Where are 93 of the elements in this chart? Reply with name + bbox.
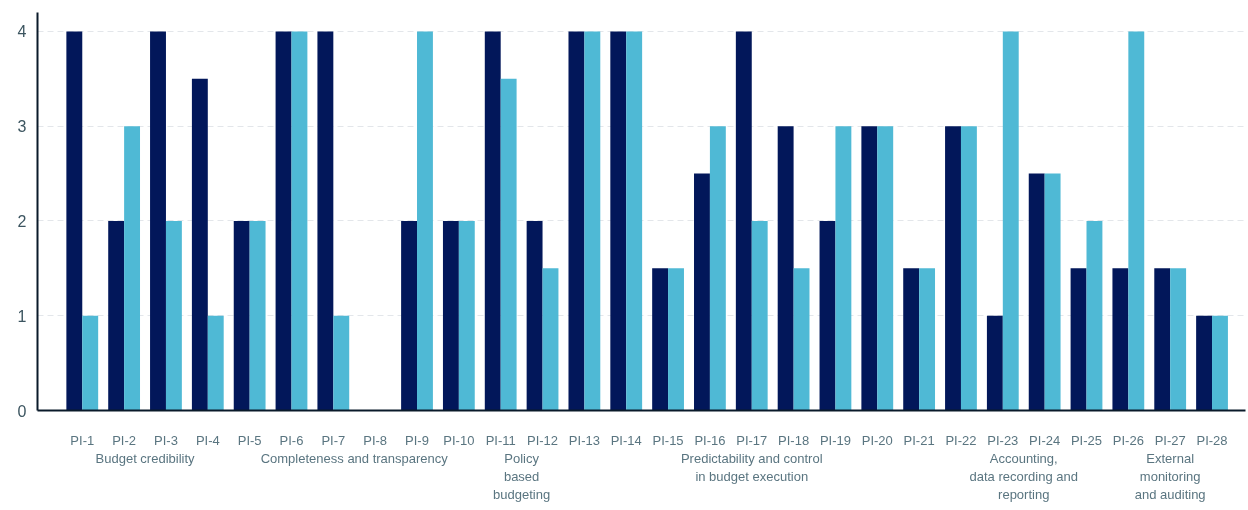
x-tick-label: PI-12 — [527, 432, 559, 448]
bar — [124, 126, 141, 411]
bar — [1070, 268, 1087, 411]
bar — [317, 31, 334, 411]
bar — [442, 220, 459, 411]
bar — [291, 31, 308, 411]
bar — [1086, 220, 1103, 411]
bar — [1112, 268, 1129, 411]
bar — [610, 31, 627, 411]
y-tick-label: 4 — [17, 23, 27, 41]
bar — [877, 126, 894, 411]
x-tick-label: PI-18 — [778, 432, 810, 448]
bar — [777, 126, 794, 411]
bar — [401, 220, 418, 411]
bar — [249, 220, 266, 411]
bar — [82, 315, 99, 411]
y-tick-label: 2 — [17, 212, 27, 230]
bar — [945, 126, 961, 411]
x-tick-label: PI-16 — [694, 432, 726, 448]
text: Accounting, data recording and reporting — [969, 450, 1078, 502]
x-tick-label: PI-5 — [237, 432, 262, 448]
x-tick-label: PI-25 — [1070, 432, 1103, 448]
y-tick-label: 1 — [17, 307, 27, 325]
bar — [1128, 31, 1145, 411]
bar — [333, 315, 350, 411]
bar — [66, 31, 83, 411]
bar — [458, 220, 475, 411]
x-tick-label: PI-10 — [443, 432, 475, 448]
bar — [417, 31, 433, 411]
x-tick-label: PI-21 — [903, 432, 935, 448]
bar — [1212, 315, 1228, 411]
bar — [1028, 173, 1045, 411]
bar — [108, 220, 125, 411]
bar — [1170, 268, 1187, 411]
x-tick-label: PI-11 — [485, 432, 516, 448]
bar — [668, 268, 684, 411]
bar — [709, 126, 726, 411]
bar — [626, 31, 643, 411]
bar — [542, 268, 559, 411]
bar — [207, 315, 224, 411]
x-tick-label: PI-9 — [405, 432, 429, 448]
text: Budget credibility — [95, 450, 196, 466]
x-tick-label: PI-17 — [736, 432, 768, 448]
bar — [960, 126, 977, 411]
bar — [861, 126, 878, 411]
bar — [652, 268, 669, 411]
x-tick-label: PI-28 — [1196, 432, 1228, 448]
bar — [275, 31, 292, 411]
bar — [584, 31, 601, 411]
text: Policy based budgeting — [493, 450, 551, 502]
bar — [233, 220, 250, 411]
bar — [484, 31, 501, 411]
bar — [903, 268, 920, 411]
bar — [819, 220, 836, 411]
x-tick-label: PI-19 — [819, 432, 851, 448]
text: Predictability and control in budget execution — [680, 450, 823, 484]
y-tick-label: 3 — [17, 118, 27, 136]
x-tick-label: PI-23 — [987, 432, 1019, 448]
bar — [191, 78, 208, 411]
y-tick-label: 0 — [17, 402, 27, 420]
x-tick-label: PI-3 — [154, 432, 178, 448]
x-tick-label: PI-6 — [279, 432, 304, 448]
bar — [500, 78, 517, 411]
x-tick-label: PI-15 — [652, 432, 684, 448]
bar — [526, 220, 543, 411]
bar — [1044, 173, 1061, 411]
x-tick-label: PI-27 — [1154, 432, 1186, 448]
bar — [986, 315, 1003, 411]
bar — [1154, 268, 1171, 411]
bar — [1196, 315, 1213, 411]
bar — [751, 220, 768, 411]
x-tick-label: PI-8 — [363, 432, 388, 448]
bar — [919, 268, 936, 411]
bar — [735, 31, 752, 411]
bar — [835, 126, 852, 411]
x-tick-label: PI-20 — [861, 432, 893, 448]
x-tick-label: PI-2 — [112, 432, 137, 448]
x-tick-label: PI-13 — [568, 432, 600, 448]
x-tick-label: PI-14 — [610, 432, 642, 448]
x-tick-label: PI-7 — [321, 432, 346, 448]
x-tick-label: PI-22 — [945, 432, 977, 448]
x-tick-label: PI-24 — [1029, 432, 1061, 448]
bar — [568, 31, 585, 411]
bar — [1002, 31, 1019, 411]
x-tick-label: PI-4 — [195, 432, 220, 448]
x-tick-label: PI-26 — [1112, 432, 1144, 448]
bar — [793, 268, 810, 411]
bar — [165, 220, 182, 411]
text: External monitoring and auditing — [1134, 450, 1206, 502]
x-tick-label: PI-1 — [70, 432, 95, 448]
bar — [150, 31, 166, 411]
text: Completeness and transparency — [260, 450, 449, 466]
bar — [694, 173, 710, 411]
